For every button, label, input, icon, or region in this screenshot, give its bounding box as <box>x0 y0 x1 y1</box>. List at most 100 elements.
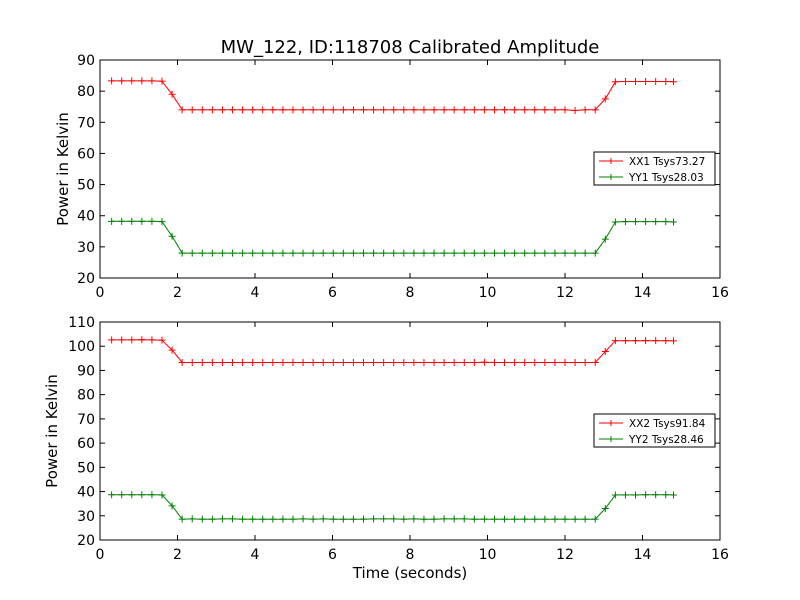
data-point-marker <box>410 515 418 523</box>
data-point-marker <box>670 337 677 345</box>
data-point-marker <box>360 358 367 366</box>
data-point-marker <box>218 249 226 257</box>
data-point-marker <box>198 358 206 366</box>
data-point-marker <box>662 491 670 499</box>
data-point-marker <box>460 106 468 114</box>
data-point-marker <box>289 515 297 523</box>
data-point-marker <box>531 106 539 114</box>
data-point-marker <box>531 358 539 366</box>
bottom-plot: 0 2 4 6 8 10 12 14 16 20 30 40 50 60 70 80 90 100 110 Power… <box>43 315 729 582</box>
data-point-marker <box>591 249 599 257</box>
y-tick-label: 40 <box>77 485 95 501</box>
data-point-marker <box>551 358 559 366</box>
data-point-marker <box>470 106 478 114</box>
data-point-marker <box>198 249 206 257</box>
data-point-marker <box>108 77 116 85</box>
series-line <box>111 220 674 254</box>
data-point-marker <box>118 336 126 344</box>
data-point-marker <box>319 358 327 366</box>
data-point-marker <box>309 249 317 257</box>
data-point-marker <box>118 491 126 499</box>
data-point-marker <box>390 358 398 366</box>
data-point-marker <box>662 218 670 226</box>
data-point-marker <box>521 106 529 114</box>
data-point-marker <box>380 358 388 366</box>
data-point-marker <box>339 106 347 114</box>
data-point-marker <box>269 515 277 523</box>
y-tick-label: 70 <box>77 115 95 131</box>
data-point-marker <box>329 249 337 257</box>
data-point-marker <box>621 77 629 85</box>
data-point-marker <box>440 358 448 366</box>
data-point-marker <box>480 358 488 366</box>
x-tick-label: 0 <box>96 547 105 563</box>
data-point-marker <box>218 358 226 366</box>
data-point-marker <box>621 218 629 226</box>
data-point-marker <box>249 358 257 366</box>
data-point-marker <box>632 337 640 345</box>
data-point-marker <box>420 358 428 366</box>
data-point-marker <box>430 249 438 257</box>
legend: XX2 Tsys91.84 YY2 Tsys28.46 <box>593 413 716 448</box>
data-point-marker <box>601 95 609 103</box>
data-point-marker <box>571 106 579 114</box>
data-point-marker <box>541 249 549 257</box>
data-point-marker <box>380 515 388 523</box>
x-tick-label: 10 <box>479 285 497 301</box>
y-tick-label: 70 <box>77 412 95 428</box>
data-point-marker <box>460 515 468 523</box>
data-point-marker <box>158 77 166 85</box>
data-point-marker <box>490 106 498 114</box>
x-tick-label: 12 <box>556 285 574 301</box>
y-tick-label: 20 <box>77 533 95 549</box>
data-point-marker <box>370 358 378 366</box>
data-point-marker <box>490 358 498 366</box>
data-point-marker <box>229 358 237 366</box>
series-xx2 <box>108 336 677 366</box>
data-point-marker <box>289 358 297 366</box>
data-point-marker <box>148 336 156 344</box>
data-point-marker <box>450 249 458 257</box>
data-point-marker <box>108 491 116 499</box>
data-point-marker <box>178 515 186 523</box>
legend-label: YY1 Tsys28.03 <box>628 172 704 184</box>
data-point-marker <box>279 106 287 114</box>
data-point-marker <box>632 218 640 226</box>
data-point-marker <box>309 515 317 523</box>
data-point-marker <box>642 77 650 85</box>
data-point-marker <box>158 491 166 499</box>
data-point-marker <box>329 106 337 114</box>
data-point-marker <box>360 106 367 114</box>
data-point-marker <box>561 358 569 366</box>
data-point-marker <box>571 358 579 366</box>
data-point-marker <box>400 515 408 523</box>
data-point-marker <box>531 515 539 523</box>
data-point-marker <box>178 358 186 366</box>
x-axis-label: Time (seconds) <box>352 564 468 582</box>
data-point-marker <box>400 106 408 114</box>
data-point-marker <box>218 106 226 114</box>
data-point-marker <box>329 515 337 523</box>
legend-box <box>593 151 716 186</box>
series-yy1 <box>108 217 677 257</box>
x-tick-label: 6 <box>328 547 337 563</box>
data-point-marker <box>501 358 509 366</box>
data-point-marker <box>611 337 619 345</box>
data-point-marker <box>128 217 136 225</box>
data-point-marker <box>269 106 277 114</box>
legend-marker <box>608 420 614 426</box>
data-point-marker <box>349 515 357 523</box>
series-line <box>111 80 674 112</box>
legend-marker <box>608 436 614 442</box>
y-axis-label: Power in Kelvin <box>54 112 72 226</box>
data-point-marker <box>551 106 559 114</box>
x-tick-label: 0 <box>96 285 105 301</box>
data-point-marker <box>390 515 398 523</box>
data-point-marker <box>168 346 176 354</box>
data-point-marker <box>642 218 650 226</box>
data-point-marker <box>531 249 539 257</box>
data-point-marker <box>632 491 640 499</box>
data-point-marker <box>279 358 287 366</box>
data-point-marker <box>400 358 408 366</box>
